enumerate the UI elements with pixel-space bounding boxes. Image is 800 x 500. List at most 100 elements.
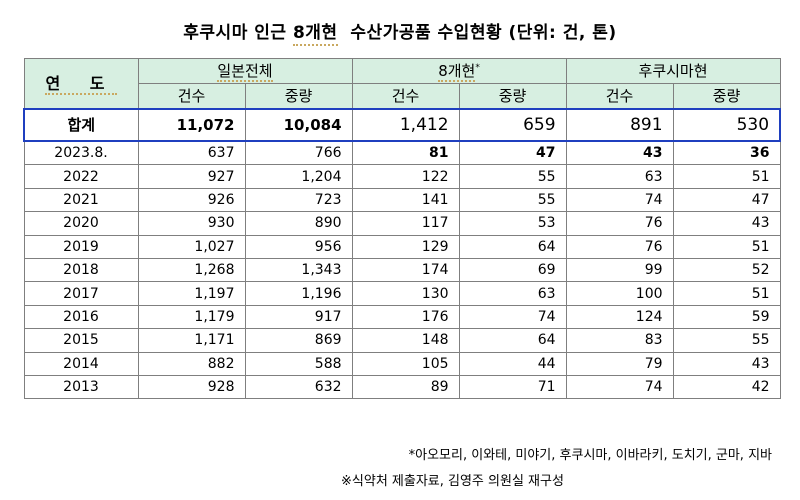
total-fuku-count: 891 [565,108,674,142]
row-japan-weight: 1,343 [244,257,353,283]
row-fuku-weight: 59 [672,304,781,330]
total-pref-count: 1,412 [351,108,460,142]
row-year: 2016 [23,304,139,330]
table-row: 2017 1,197 1,196 130 63 100 51 [23,281,781,306]
table-row: 2015 1,171 869 148 64 83 55 [23,328,781,353]
row-year: 2022 [23,164,139,189]
total-pref-weight: 659 [458,108,567,142]
row-fuku-count: 74 [565,187,674,213]
table-row: 2021 926 723 141 55 74 47 [23,187,781,213]
row-fuku-count: 83 [565,328,674,353]
row-fuku-count: 76 [565,211,674,236]
row-pref-weight: 44 [458,351,567,376]
header-row-columns: 건수 중량 건수 중량 건수 중량 [24,83,781,110]
header-pref-weight: 중량 [458,83,567,110]
row-japan-count: 1,171 [137,328,246,353]
row-pref-count: 130 [351,281,460,306]
row-pref-count: 117 [351,211,460,236]
row-fuku-weight: 51 [672,234,781,259]
row-japan-weight: 723 [244,187,353,213]
table-body: 합계 11,072 10,084 1,412 659 891 530 2023.… [23,108,782,400]
row-pref-weight: 53 [458,211,567,236]
header-japan-weight: 중량 [244,83,353,110]
header-8-prefectures: 8개현* [351,58,567,84]
row-year: 2018 [23,257,139,283]
header-japan-total: 일본전체 [137,58,353,84]
row-fuku-count: 76 [565,234,674,259]
row-japan-count: 927 [137,164,246,189]
header-fukushima: 후쿠시마현 [565,58,781,84]
row-year: 2017 [23,281,139,306]
row-fuku-weight: 51 [672,164,781,189]
title-part-1: 후쿠시마 인근 [183,23,293,43]
row-pref-weight: 71 [458,374,567,400]
row-pref-count: 141 [351,187,460,213]
row-fuku-weight: 51 [672,281,781,306]
table-header: 연 도 일본전체 8개현* 후쿠시마현 건수 중량 건수 중량 건수 중량 [23,58,781,110]
total-japan-count: 11,072 [137,108,246,142]
row-pref-weight: 63 [458,281,567,306]
row-japan-count: 928 [137,374,246,400]
header-fuku-count: 건수 [565,83,674,110]
table-row: 2022 927 1,204 122 55 63 51 [23,164,781,189]
footnote-mark: * [475,62,480,73]
row-japan-count: 1,197 [137,281,246,306]
row-fuku-weight: 47 [672,187,781,213]
import-table: 연 도 일본전체 8개현* 후쿠시마현 건수 중량 건수 중량 건수 중량 합계… [23,58,782,400]
header-row-groups: 연 도 일본전체 8개현* 후쿠시마현 [23,58,781,110]
row-pref-count: 129 [351,234,460,259]
row-japan-weight: 1,196 [244,281,353,306]
header-pref-count: 건수 [351,83,460,110]
table-row: 2018 1,268 1,343 174 69 99 52 [23,257,781,283]
row-year: 2021 [23,187,139,213]
table-row: 2016 1,179 917 176 74 124 59 [23,304,781,330]
row-fuku-count: 124 [565,304,674,330]
row-fuku-weight: 43 [672,351,781,376]
table-row: 2020 930 890 117 53 76 43 [23,211,781,236]
row-japan-count: 1,179 [137,304,246,330]
row-fuku-count: 99 [565,257,674,283]
table-row: 2014 882 588 105 44 79 43 [23,351,781,376]
row-japan-count: 1,027 [137,234,246,259]
row-pref-weight: 64 [458,234,567,259]
row-year: 2015 [23,328,139,353]
row-japan-weight: 917 [244,304,353,330]
row-fuku-count: 63 [565,164,674,189]
total-row: 합계 11,072 10,084 1,412 659 891 530 [23,108,782,142]
footnote-prefectures: *아오모리, 이와테, 미야기, 후쿠시마, 이바라키, 도치기, 군마, 지바 [408,448,772,463]
row-pref-weight: 64 [458,328,567,353]
row-pref-count: 174 [351,257,460,283]
row-japan-weight: 956 [244,234,353,259]
row-year: 2013 [23,374,139,400]
source-note: ※식약처 제출자료, 김영주 의원실 재구성 [341,474,564,489]
row-fuku-count: 100 [565,281,674,306]
table-row: 2023.8. 637 766 81 47 43 36 [23,140,781,166]
row-year: 2023.8. [23,140,139,166]
row-japan-weight: 632 [244,374,353,400]
row-fuku-weight: 55 [672,328,781,353]
row-pref-count: 89 [351,374,460,400]
row-pref-count: 148 [351,328,460,353]
row-japan-count: 1,268 [137,257,246,283]
row-japan-weight: 1,204 [244,164,353,189]
row-pref-weight: 55 [458,164,567,189]
row-japan-weight: 890 [244,211,353,236]
row-japan-count: 637 [137,140,246,166]
row-japan-weight: 766 [244,140,353,166]
row-japan-weight: 869 [244,328,353,353]
row-pref-count: 176 [351,304,460,330]
row-fuku-count: 79 [565,351,674,376]
table-row: 2019 1,027 956 129 64 76 51 [23,234,781,259]
page-title: 후쿠시마 인근 8개현 수산가공품 수입현황 (단위: 건, 톤) [0,18,800,46]
row-japan-count: 930 [137,211,246,236]
header-year: 연 도 [23,58,139,110]
title-part-2: 8개현 [292,23,338,46]
row-year: 2014 [23,351,139,376]
row-pref-count: 122 [351,164,460,189]
row-fuku-weight: 42 [672,374,781,400]
row-japan-weight: 588 [244,351,353,376]
header-japan-count: 건수 [137,83,246,110]
row-year: 2019 [23,234,139,259]
row-fuku-count: 74 [565,374,674,400]
header-fuku-weight: 중량 [672,83,781,110]
